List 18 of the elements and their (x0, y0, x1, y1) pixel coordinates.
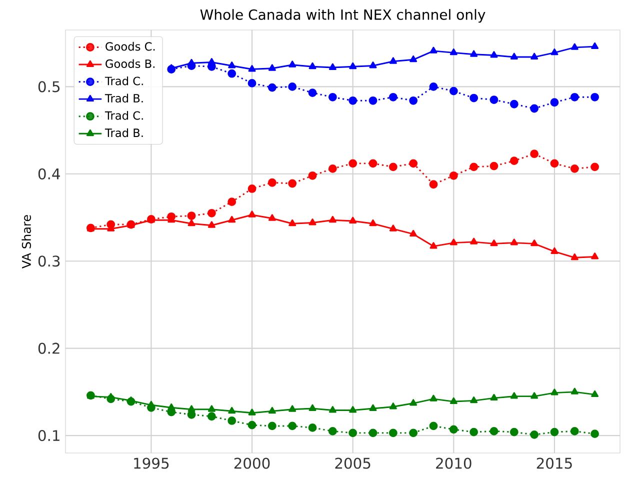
y-axis-title: VA Share (22, 215, 31, 268)
legend-label: Goods B. (106, 59, 154, 68)
x-tick-label: 2010 (436, 458, 472, 469)
legend-label: Trad C. (104, 76, 143, 86)
x-tick-label: 2005 (335, 458, 370, 469)
legend-label: Goods C. (106, 42, 155, 51)
y-tick-label: 0.4 (38, 168, 60, 180)
y-tick-label: 0.3 (38, 256, 60, 267)
x-tick-label: 2000 (234, 458, 270, 469)
legend-label: Trad C. (104, 111, 143, 120)
y-tick-label: 0.5 (38, 81, 60, 92)
x-tick-label: 2015 (536, 458, 572, 469)
legend-label: Trad B. (104, 94, 143, 103)
legend-label: Trad B. (104, 128, 143, 138)
x-tick-label: 1995 (134, 458, 169, 469)
y-tick-label: 0.1 (38, 430, 60, 442)
y-tick-label: 0.2 (38, 342, 60, 354)
chart-title: Whole Canada with Int NEX channel only (200, 9, 486, 23)
